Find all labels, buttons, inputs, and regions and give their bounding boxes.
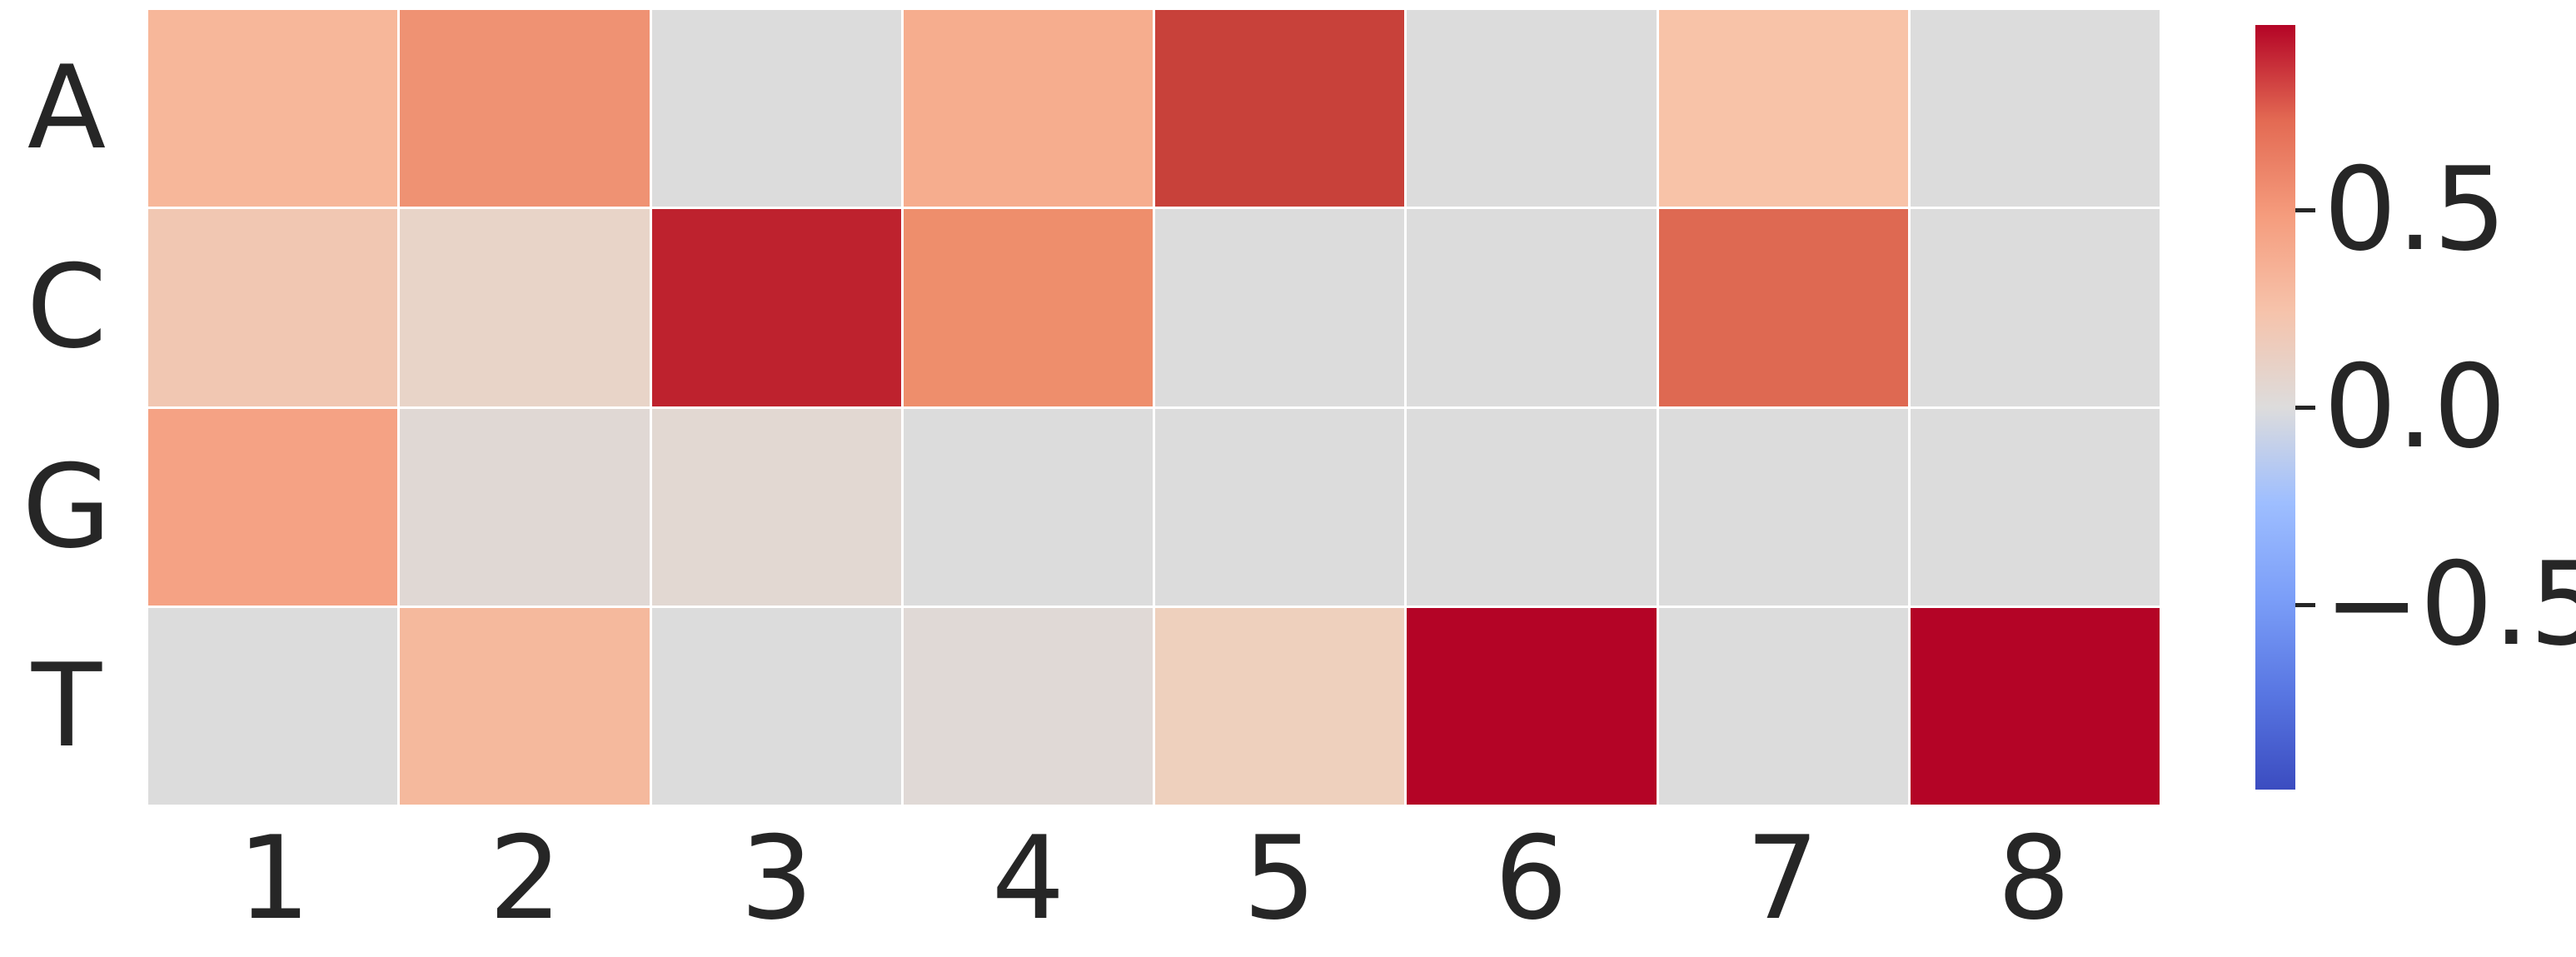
x-axis: 1 2 3 4 5 6 7 8 [148, 805, 2160, 953]
heatmap-cell-A4 [903, 10, 1153, 207]
heatmap-cell-C7 [1658, 209, 1908, 406]
heatmap-cell-C5 [1155, 209, 1405, 406]
x-tick-label-4: 4 [991, 811, 1065, 945]
heatmap-grid [148, 10, 2160, 805]
heatmap-cell-T6 [1407, 607, 1657, 805]
colorbar-tick-label-0.0: 0.0 [2324, 340, 2507, 474]
heatmap-cell-A2 [400, 10, 650, 207]
x-tick-label-6: 6 [1494, 811, 1568, 945]
heatmap-cell-T1 [148, 607, 398, 805]
x-tick-label-2: 2 [488, 811, 562, 945]
heatmap-cell-A6 [1407, 10, 1657, 207]
colorbar-tick-0.0 [2295, 406, 2315, 410]
colorbar-tick-label-−0.5: −0.5 [2324, 536, 2576, 671]
heatmap-cell-A1 [148, 10, 398, 207]
heatmap-cell-T7 [1658, 607, 1908, 805]
heatmap-cell-A5 [1155, 10, 1405, 207]
y-tick-label-T: T [31, 638, 102, 773]
heatmap-cell-T4 [903, 607, 1153, 805]
heatmap-cell-G2 [400, 408, 650, 606]
heatmap-cell-C4 [903, 209, 1153, 406]
x-tick-label-5: 5 [1243, 811, 1317, 945]
colorbar-tick-0.5 [2295, 208, 2315, 213]
colorbar: 0.5 0.0 −0.5 [2255, 25, 2576, 790]
heatmap-cell-G8 [1910, 408, 2160, 606]
colorbar-tick-−0.5 [2295, 602, 2315, 607]
heatmap-cell-G1 [148, 408, 398, 606]
heatmap-cell-T5 [1155, 607, 1405, 805]
heatmap-cell-C3 [651, 209, 901, 406]
y-tick-label-C: C [26, 240, 107, 375]
heatmap-cell-A7 [1658, 10, 1908, 207]
heatmap-cell-G3 [651, 408, 901, 606]
heatmap-cell-C2 [400, 209, 650, 406]
heatmap-cell-C1 [148, 209, 398, 406]
colorbar-gradient [2255, 25, 2295, 790]
x-tick-label-8: 8 [1997, 811, 2070, 945]
x-tick-label-1: 1 [237, 811, 311, 945]
heatmap-cell-C8 [1910, 209, 2160, 406]
heatmap-cell-G6 [1407, 408, 1657, 606]
heatmap-cell-T8 [1910, 607, 2160, 805]
heatmap-cell-T3 [651, 607, 901, 805]
x-tick-label-3: 3 [740, 811, 814, 945]
heatmap-cell-A3 [651, 10, 901, 207]
y-tick-label-A: A [27, 41, 107, 176]
y-tick-label-G: G [22, 439, 112, 574]
heatmap-cell-C6 [1407, 209, 1657, 406]
heatmap-cell-A8 [1910, 10, 2160, 207]
heatmap-cell-G4 [903, 408, 1153, 606]
colorbar-tick-label-0.5: 0.5 [2324, 142, 2507, 277]
heatmap-cell-T2 [400, 607, 650, 805]
heatmap-cell-G5 [1155, 408, 1405, 606]
heatmap-cell-G7 [1658, 408, 1908, 606]
x-tick-label-7: 7 [1746, 811, 1820, 945]
